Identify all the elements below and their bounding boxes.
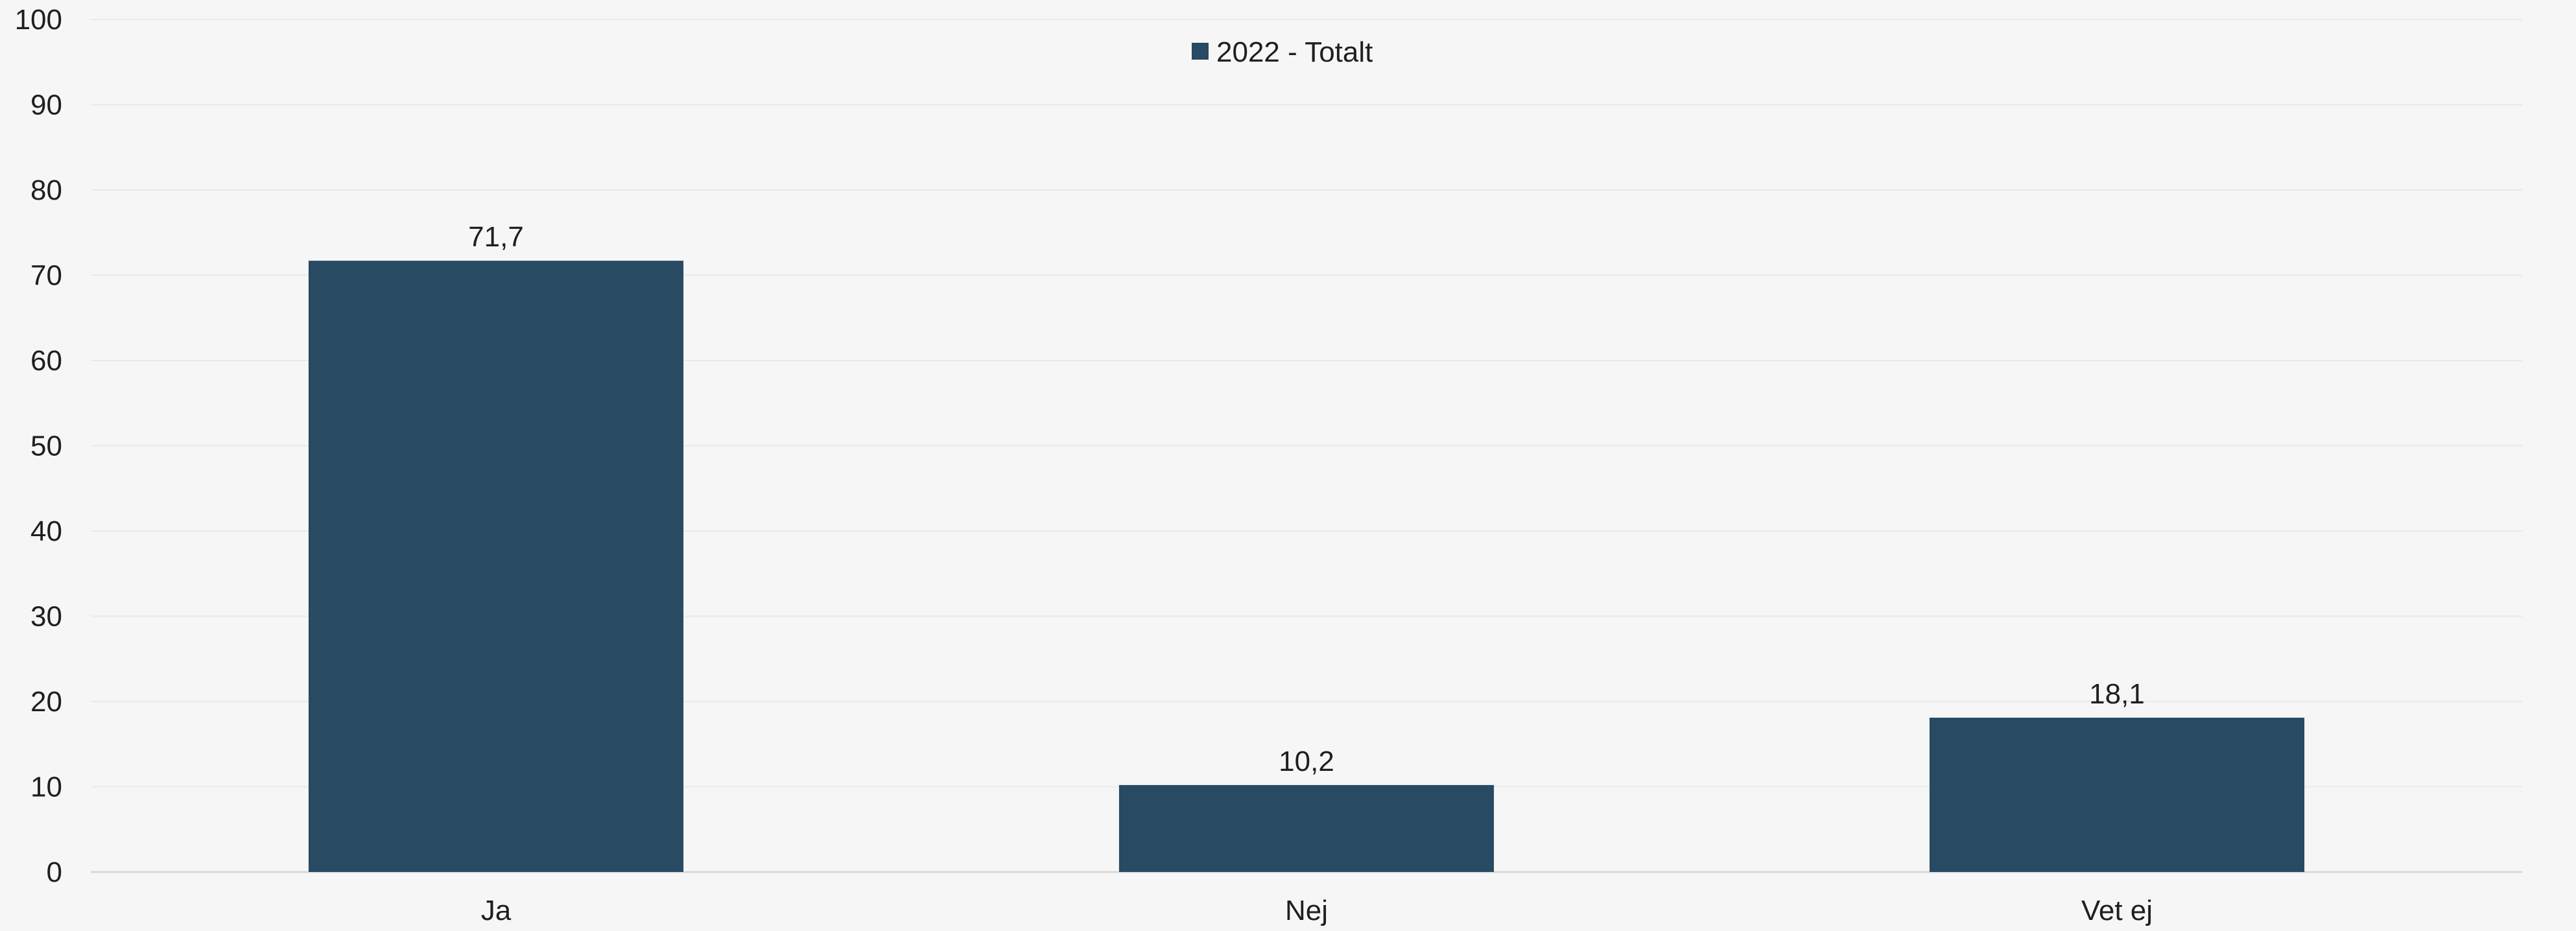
y-tick-label: 40 — [30, 515, 62, 547]
x-tick-label: Ja — [481, 895, 512, 926]
labels: 0 10 20 30 40 50 60 70 80 90 100 71,7 Ja 10,2 Nej 18,1 V… — [15, 4, 2153, 926]
y-tick-label: 50 — [30, 430, 62, 462]
x-tick-label: Vet ej — [2081, 895, 2153, 926]
bar-ja — [308, 261, 684, 872]
y-tick-label: 0 — [47, 856, 62, 888]
bar-nej — [1118, 784, 1495, 872]
data-label: 18,1 — [2089, 678, 2145, 710]
legend-swatch — [1192, 43, 1209, 60]
bars — [308, 261, 2305, 872]
data-label: 10,2 — [1279, 746, 1334, 777]
y-tick-label: 90 — [30, 89, 62, 121]
y-tick-label: 80 — [30, 174, 62, 206]
x-tick-label: Nej — [1285, 895, 1328, 926]
bar-vet-ej — [1929, 717, 2305, 872]
y-tick-label: 30 — [30, 601, 62, 633]
legend-label: 2022 - Totalt — [1216, 36, 1373, 68]
y-tick-label: 20 — [30, 686, 62, 718]
legend: 2022 - Totalt — [1192, 36, 1373, 68]
y-tick-label: 70 — [30, 260, 62, 292]
y-tick-label: 60 — [30, 345, 62, 377]
data-label: 71,7 — [468, 221, 524, 253]
y-tick-label: 100 — [15, 4, 62, 36]
y-tick-label: 10 — [30, 772, 62, 803]
